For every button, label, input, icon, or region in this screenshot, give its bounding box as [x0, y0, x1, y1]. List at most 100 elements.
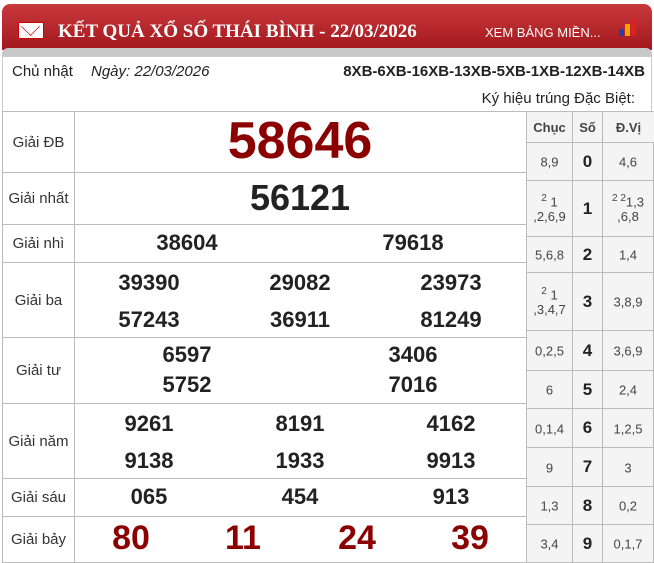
loto-units-value: 3,8,9: [613, 294, 643, 310]
prize-number: 4162: [426, 411, 476, 437]
header-divider: [2, 48, 652, 56]
prize-numbers-cell: [74, 224, 527, 263]
prize-number: 454: [281, 484, 319, 510]
loto-units: 3: [602, 447, 654, 487]
prize-numbers-cell: [74, 337, 527, 404]
loto-digit: 6: [572, 408, 603, 448]
loto-header: Đ.Vị: [602, 111, 654, 143]
loto-tens-value: 0,1,4: [535, 421, 564, 437]
loto-tens: 6: [526, 370, 573, 409]
loto-header: Chục: [526, 111, 573, 143]
loto-digit: 0: [572, 142, 603, 181]
loto-tens-value: 5,6,8: [535, 247, 564, 263]
loto-digit: 4: [572, 330, 603, 371]
loto-units: 2,4: [602, 370, 654, 409]
mail-icon: [18, 22, 44, 39]
special-code-label: Ký hiệu trúng Đặc Biệt:: [481, 90, 635, 107]
prize-number: 913: [432, 484, 470, 510]
page-title: KẾT QUẢ XỔ SỐ THÁI BÌNH - 22/03/2026: [58, 21, 417, 42]
loto-units-value: 3: [624, 460, 632, 476]
loto-tens: 9: [526, 447, 573, 487]
prize-number: 56121: [249, 177, 351, 219]
loto-digit: 7: [572, 447, 603, 487]
prize-label: Giải nhì: [2, 224, 75, 263]
prize-number: 39: [451, 519, 489, 558]
prize-number: 9913: [426, 447, 476, 473]
prize-number: 80: [112, 519, 150, 558]
loto-units-value: 3,6,9: [613, 343, 643, 359]
loto-units: 1,2,5: [602, 408, 654, 448]
loto-units: 0,1,7: [602, 524, 654, 563]
prize-number: 9138: [124, 447, 174, 473]
loto-units: 3,8,9: [602, 272, 654, 331]
draw-info: Chủ nhật Ngày: 22/03/2026 8XB-6XB-16XB-1…: [2, 56, 652, 111]
loto-units-value: 1,2,5: [613, 421, 643, 437]
loto-tens-value: 2 1 ,2,6,9: [533, 192, 566, 225]
prize-number: 23973: [420, 270, 482, 296]
loto-tens: 2 1 ,2,6,9: [526, 180, 573, 237]
loto-tens-value: 0,2,5: [535, 343, 564, 359]
prize-number: 7016: [388, 372, 438, 398]
loto-tens-value: 6: [545, 382, 554, 398]
loto-tens-value: 8,9: [540, 154, 559, 170]
prize-label: Giải năm: [2, 403, 75, 479]
prize-number: 57243: [118, 306, 180, 332]
prize-number: 24: [338, 519, 376, 558]
prize-number: 79618: [382, 230, 444, 256]
loto-units: 0,2: [602, 486, 654, 525]
loto-tens-value: 2 1 ,3,4,7: [533, 285, 566, 318]
draw-date: Ngày: 22/03/2026: [91, 63, 210, 80]
loto-units: 4,6: [602, 142, 654, 181]
prize-number: 5752: [162, 372, 212, 398]
prize-number: 3406: [388, 341, 438, 367]
loto-units: 1,4: [602, 236, 654, 273]
prize-number: 36911: [270, 306, 330, 332]
prize-number: 8191: [275, 411, 325, 437]
prize-number: 11: [225, 519, 261, 558]
special-codes: 8XB-6XB-16XB-13XB-5XB-1XB-12XB-14XB: [343, 63, 645, 80]
prize-number: 29082: [269, 270, 331, 296]
loto-units-value: 1,4: [618, 247, 638, 263]
loto-units-value: 0,2: [618, 498, 638, 514]
prize-number: 9261: [124, 411, 174, 437]
loto-tens-value: 3,4: [540, 536, 559, 552]
loto-tens: 8,9: [526, 142, 573, 181]
loto-units: 2 21,3 ,6,8: [602, 180, 654, 237]
prize-number: 065: [130, 484, 168, 510]
view-region-table-link[interactable]: XEM BẢNG MIỀN...: [485, 25, 601, 40]
prize-label: Giải nhất: [2, 172, 75, 225]
loto-header: Số: [572, 111, 603, 143]
loto-tens: 5,6,8: [526, 236, 573, 273]
prize-number: 39390: [118, 270, 180, 296]
prize-number: 1933: [275, 447, 325, 473]
loto-digit: 5: [572, 370, 603, 409]
prize-number: 81249: [420, 306, 482, 332]
loto-units-value: 2,4: [618, 382, 638, 398]
prize-number: 58646: [227, 112, 373, 171]
loto-tens: 1,3: [526, 486, 573, 525]
weekday: Chủ nhật: [12, 63, 73, 80]
prize-label: Giải bảy: [2, 516, 75, 563]
bar-chart-icon[interactable]: [619, 18, 641, 36]
loto-tens-value: 1,3: [540, 498, 559, 514]
loto-digit: 3: [572, 272, 603, 331]
loto-tens: 0,2,5: [526, 330, 573, 371]
loto-units-value: 2 21,3 ,6,8: [612, 192, 644, 225]
prize-label: Giải ba: [2, 262, 75, 338]
prize-label: Giải ĐB: [2, 111, 75, 173]
prize-number: 6597: [162, 341, 212, 367]
loto-units-value: 4,6: [618, 154, 638, 170]
loto-tens: 2 1 ,3,4,7: [526, 272, 573, 331]
prize-number: 38604: [156, 230, 218, 256]
loto-units: 3,6,9: [602, 330, 654, 371]
loto-digit: 8: [572, 486, 603, 525]
prize-label: Giải tư: [2, 337, 75, 404]
loto-tens-value: 9: [545, 460, 554, 476]
loto-units-value: 0,1,7: [613, 536, 643, 552]
loto-digit: 1: [572, 180, 603, 237]
header-bar: KẾT QUẢ XỔ SỐ THÁI BÌNH - 22/03/2026 XEM…: [2, 4, 652, 50]
loto-digit: 2: [572, 236, 603, 273]
loto-tens: 3,4: [526, 524, 573, 563]
prize-label: Giải sáu: [2, 478, 75, 517]
loto-tens: 0,1,4: [526, 408, 573, 448]
